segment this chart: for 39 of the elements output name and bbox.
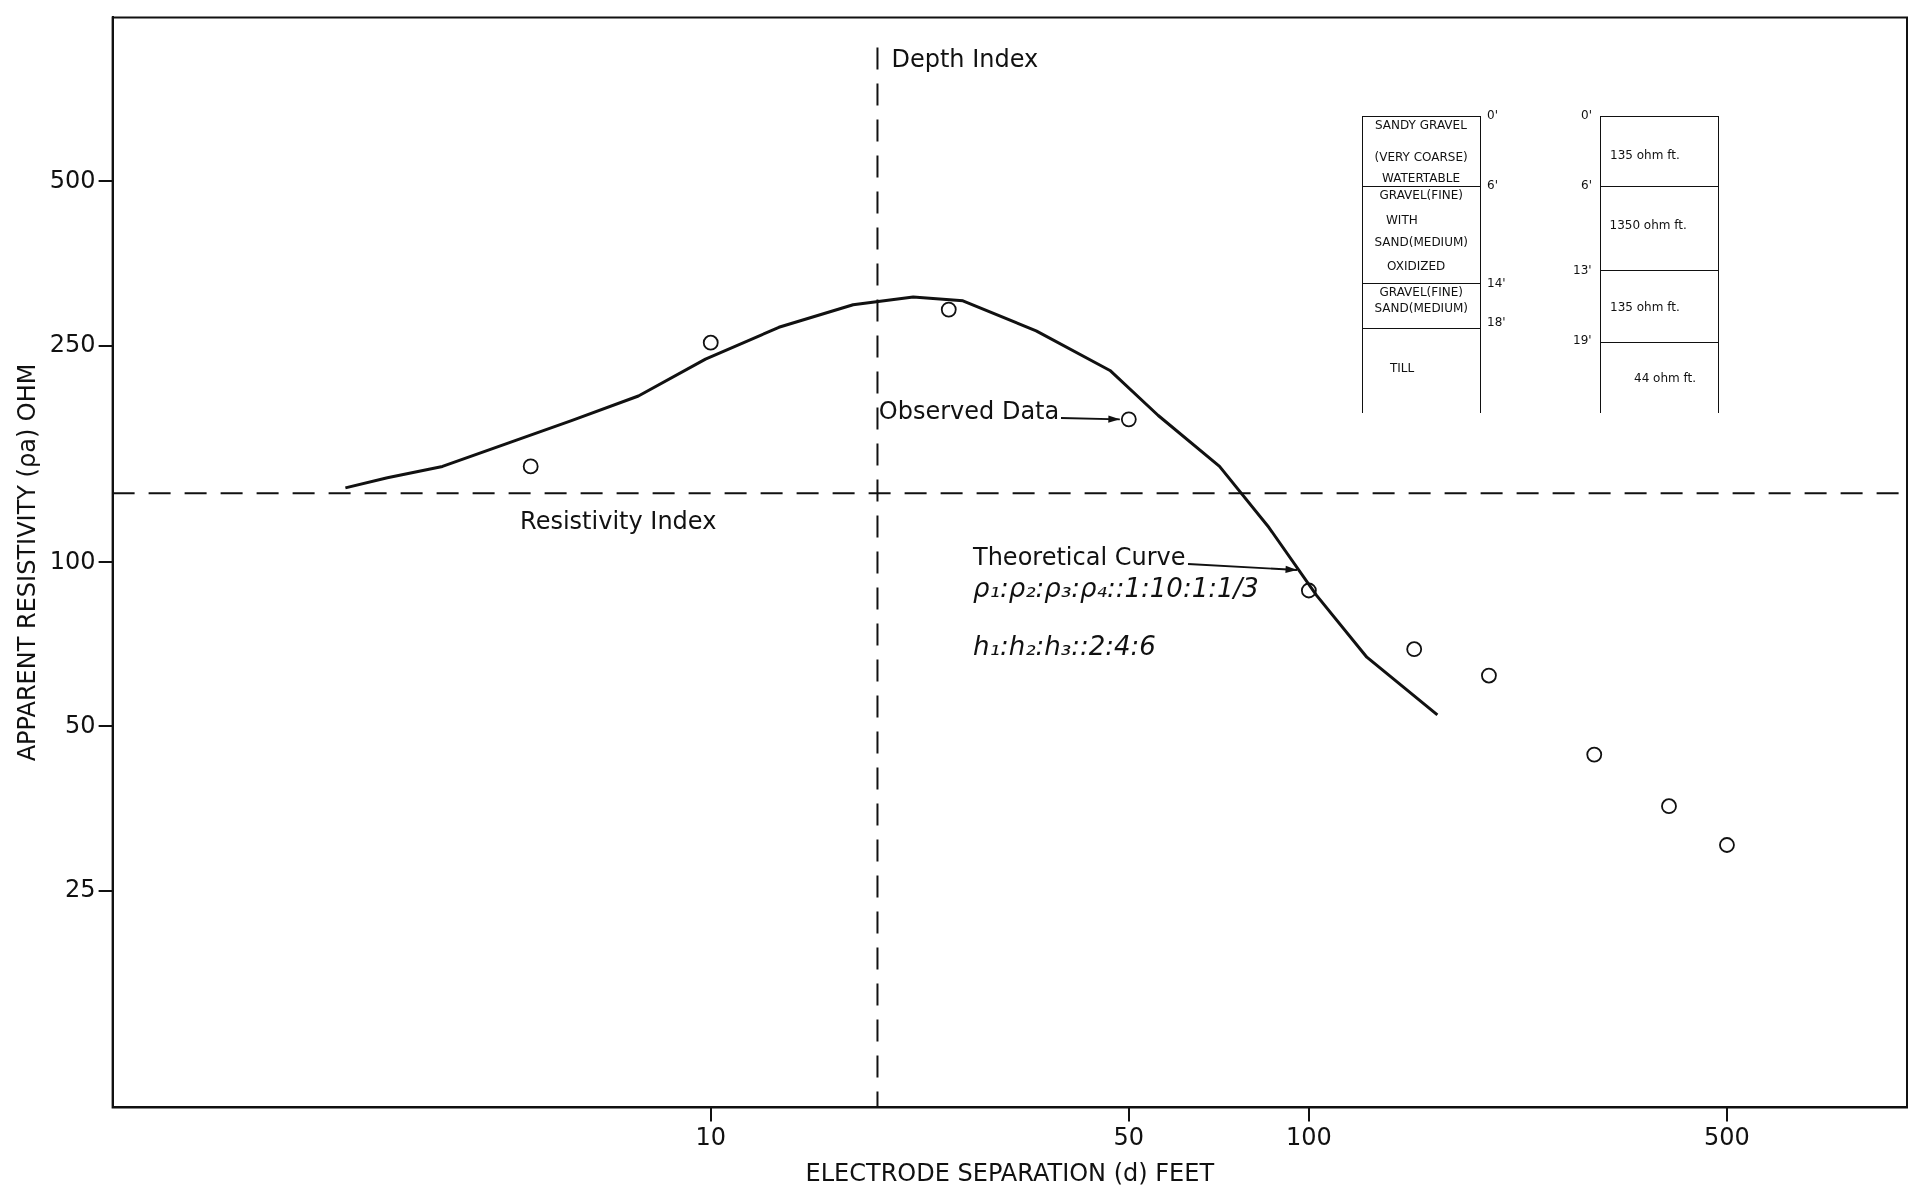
annotation: SAND(MEDIUM) <box>1374 301 1468 315</box>
ref-line-label: Depth Index <box>891 45 1039 74</box>
y-axis-title: APPARENT RESISTIVITY (ρa) OHM <box>12 363 41 762</box>
annotation: SANDY GRAVEL <box>1375 118 1467 132</box>
annotation: 6' <box>1487 178 1498 192</box>
annotation: Theoretical Curve <box>973 543 1186 571</box>
y-tick-label: 250 <box>49 329 96 358</box>
annotation: OXIDIZED <box>1387 259 1446 273</box>
annotation: h₁:h₂:h₃::2:4:6 <box>973 631 1156 661</box>
annotation: 18' <box>1487 315 1506 329</box>
annotation: 135 ohm ft. <box>1610 300 1680 314</box>
annotation: ρ₁:ρ₂:ρ₃:ρ₄::1:10:1:1/3 <box>973 573 1259 603</box>
annotation: 135 ohm ft. <box>1610 148 1680 162</box>
annotation: Observed Data <box>878 397 1060 426</box>
annotation: 0' <box>1487 108 1498 122</box>
annotation: WITH <box>1386 213 1418 227</box>
x-tick-label: 500 <box>1704 1123 1750 1152</box>
y-tick-label: 100 <box>49 546 96 575</box>
annotation: WATERTABLE <box>1382 171 1460 185</box>
x-axis-title: ELECTRODE SEPARATION (d) FEET <box>805 1158 1215 1187</box>
annotation: 19' <box>1573 333 1592 347</box>
x-tick-label: 100 <box>1285 1123 1332 1152</box>
annotation: (VERY COARSE) <box>1374 150 1468 164</box>
annotation: SAND(MEDIUM) <box>1374 235 1468 249</box>
annotation: 14' <box>1487 276 1506 290</box>
y-tick-label: 25 <box>65 874 96 903</box>
x-tick-label: 50 <box>1113 1123 1145 1152</box>
y-tick-label: 500 <box>49 165 96 194</box>
annotation: 44 ohm ft. <box>1634 371 1697 385</box>
ref-line-label: Resistivity Index <box>520 507 717 536</box>
annotation: 1350 ohm ft. <box>1609 218 1687 232</box>
y-tick-label: 50 <box>65 710 96 739</box>
annotation: 0' <box>1581 108 1592 122</box>
annotation: 13' <box>1573 263 1592 277</box>
x-tick-label: 10 <box>695 1123 727 1152</box>
annotation: TILL <box>1390 361 1415 375</box>
annotation: GRAVEL(FINE) <box>1379 285 1463 299</box>
annotation: GRAVEL(FINE) <box>1379 188 1463 202</box>
annotation: 6' <box>1581 178 1592 192</box>
